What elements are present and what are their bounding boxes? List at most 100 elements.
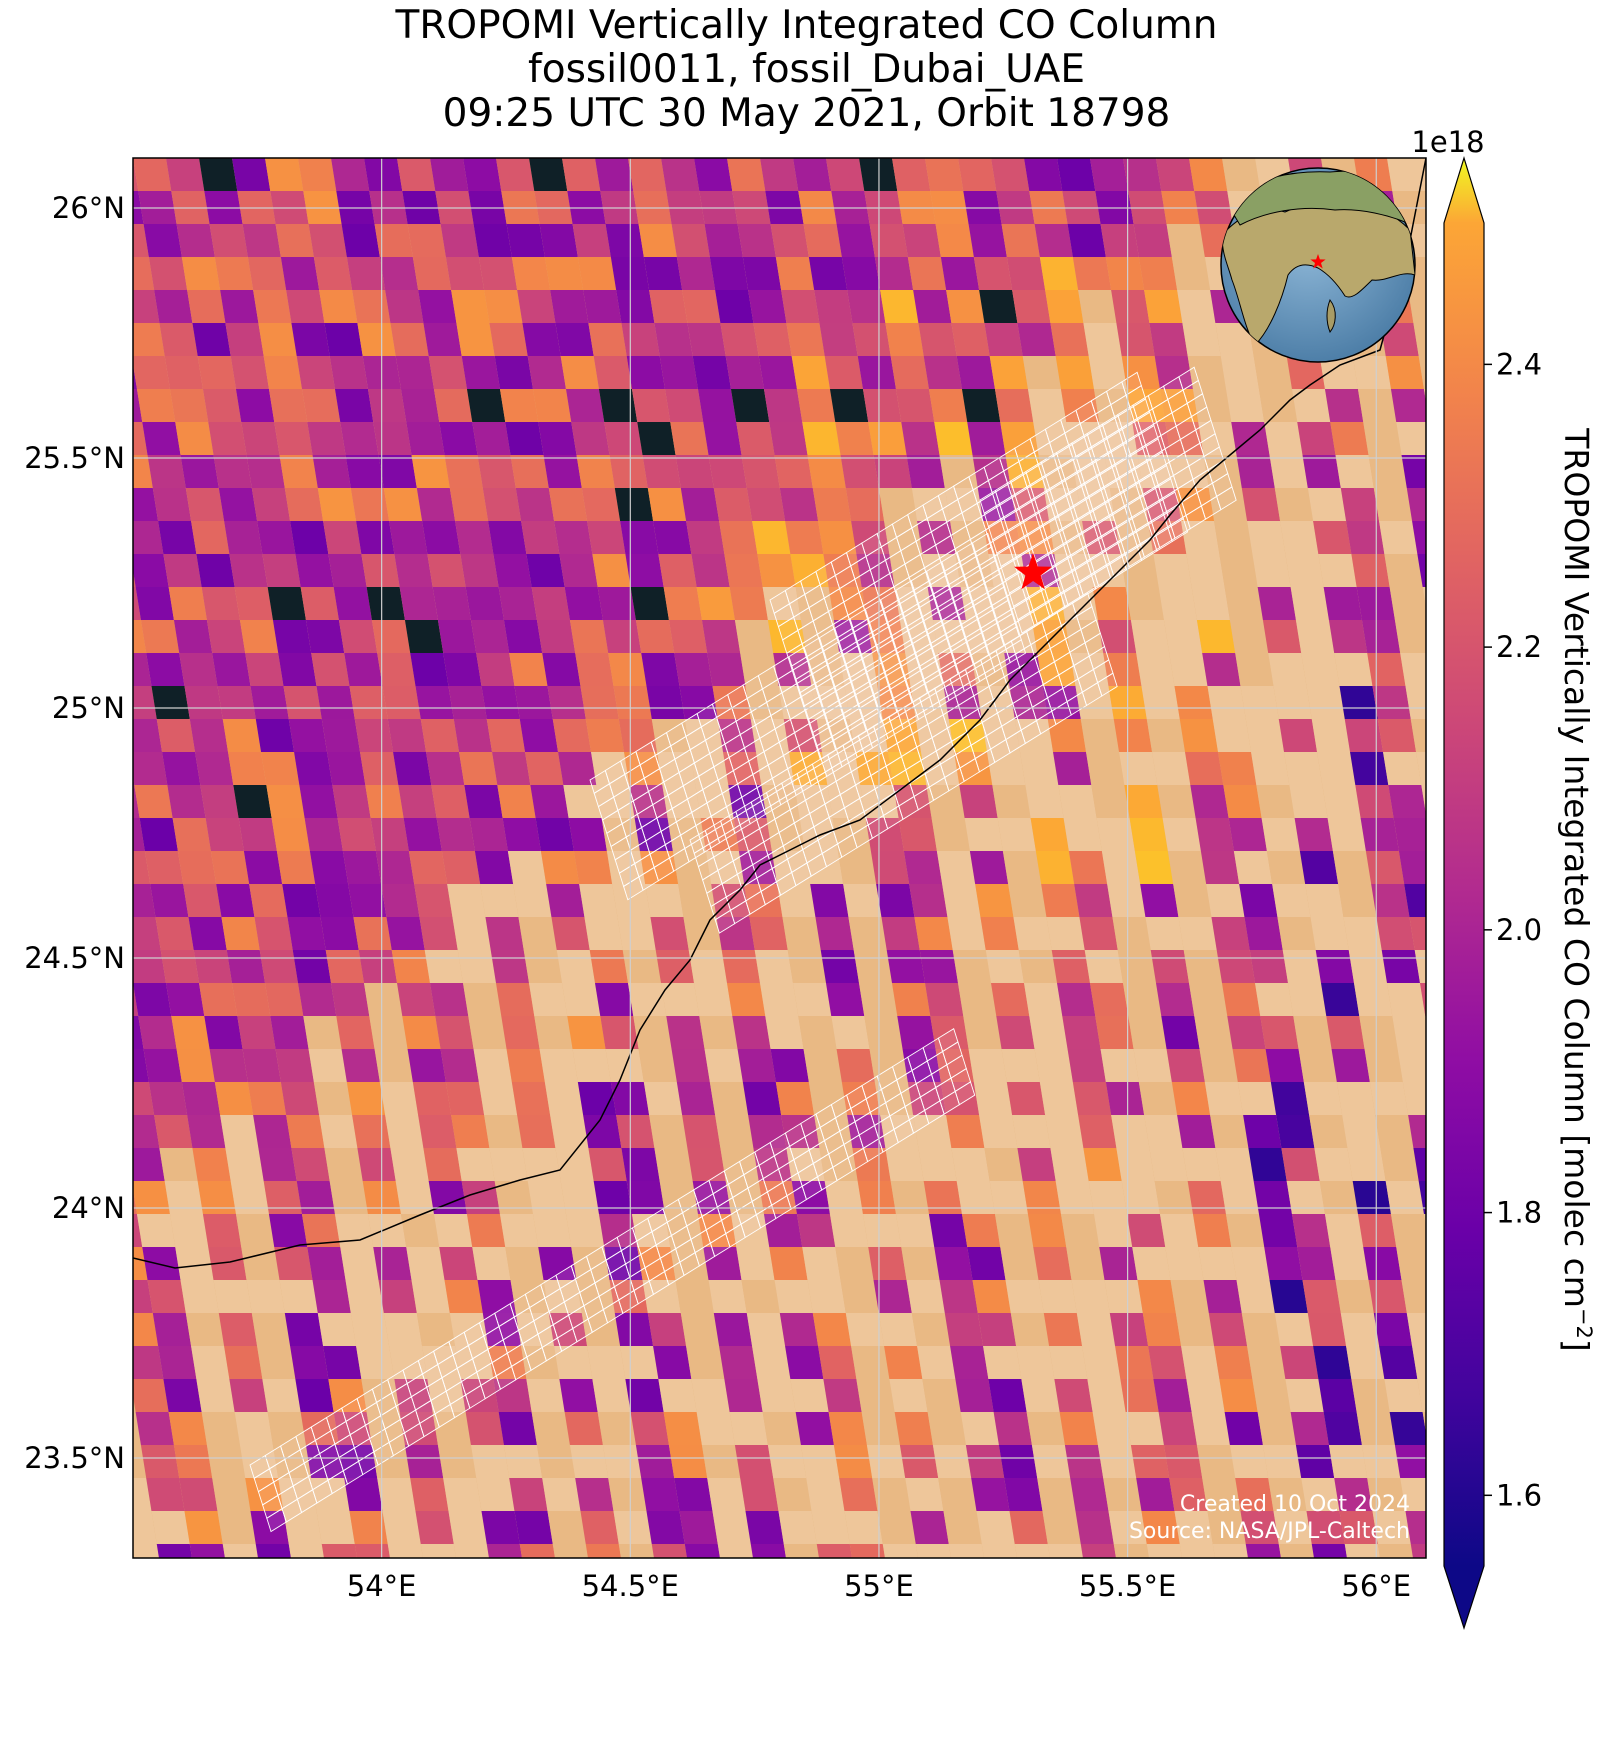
co-pixel: [595, 983, 634, 1016]
co-pixel: [359, 125, 397, 158]
co-pixel: [1381, 950, 1420, 983]
co-pixel: [874, 257, 914, 290]
co-pixel: [519, 1544, 555, 1558]
co-pixel: [1063, 818, 1102, 851]
co-pixel: [639, 851, 679, 884]
co-pixel: [498, 1412, 537, 1445]
co-pixel: [1000, 1247, 1039, 1280]
co-pixel: [1173, 884, 1212, 917]
co-pixel: [1252, 1379, 1291, 1412]
co-pixel: [1174, 1511, 1213, 1544]
co-pixel: [1190, 785, 1229, 818]
co-pixel: [1136, 653, 1175, 686]
co-pixel: [815, 92, 853, 125]
co-pixel: [430, 158, 469, 191]
co-pixel: [300, 587, 339, 620]
co-pixel: [885, 323, 924, 356]
co-pixel: [773, 1478, 812, 1511]
co-pixel: [292, 950, 331, 983]
co-pixel: [998, 1643, 1036, 1676]
co-pixel: [1090, 983, 1129, 1016]
co-pixel: [463, 983, 502, 1016]
co-pixel: [914, 917, 953, 950]
co-pixel: [494, 1181, 533, 1214]
co-pixel: [1060, 1214, 1100, 1247]
co-pixel: [346, 1082, 386, 1115]
co-pixel: [395, 356, 434, 389]
co-pixel: [290, 1346, 329, 1379]
co-pixel: [496, 983, 535, 1016]
co-pixel: [559, 1379, 598, 1412]
co-pixel: [1220, 356, 1259, 389]
co-pixel: [1367, 653, 1406, 686]
co-pixel: [469, 818, 508, 851]
co-pixel: [1128, 1016, 1167, 1049]
co-pixel: [889, 554, 928, 587]
co-pixel: [593, 1181, 632, 1214]
co-pixel: [675, 455, 714, 488]
co-pixel: [873, 1280, 912, 1313]
co-pixel: [1039, 1082, 1079, 1115]
co-pixel: [348, 884, 387, 917]
co-pixel: [1376, 92, 1414, 125]
co-pixel: [245, 1478, 284, 1511]
co-pixel: [320, 917, 359, 950]
co-pixel: [1072, 257, 1112, 290]
co-pixel: [168, 1412, 207, 1445]
co-pixel: [1071, 455, 1110, 488]
co-pixel: [1078, 290, 1117, 323]
co-pixel: [1389, 1412, 1426, 1445]
co-pixel: [696, 587, 735, 620]
co-pixel: [923, 356, 962, 389]
co-pixel: [499, 1214, 539, 1247]
co-pixel: [441, 851, 481, 884]
co-pixel: [943, 1511, 982, 1544]
target-site-marker[interactable]: [1014, 553, 1053, 590]
map-frame: [132, 157, 1427, 1559]
co-pixel: [133, 653, 152, 686]
co-pixel: [142, 422, 181, 455]
co-pixel: [217, 686, 256, 719]
co-pixel: [530, 785, 569, 818]
co-pixel: [524, 125, 562, 158]
red-star-icon[interactable]: [1014, 553, 1053, 590]
co-pixel: [519, 719, 559, 752]
co-pixel: [406, 1247, 445, 1280]
co-pixel: [635, 620, 675, 653]
co-pixel: [1355, 785, 1394, 818]
co-pixel: [220, 290, 259, 323]
co-pixel: [1210, 1115, 1249, 1148]
co-pixel: [1031, 620, 1071, 653]
co-pixel: [1124, 1610, 1162, 1643]
co-pixel: [694, 158, 733, 191]
co-pixel: [877, 1511, 916, 1544]
co-pixel: [542, 653, 581, 686]
lon-tick-label: 54.5°E: [582, 1569, 679, 1603]
co-pixel: [758, 1181, 797, 1214]
co-pixel: [133, 1016, 144, 1049]
co-pixel: [1361, 1643, 1399, 1676]
title-line-2: fossil0011, fossil_Dubai_UAE: [528, 47, 1085, 92]
co-pixel: [1408, 1115, 1426, 1148]
co-pixel: [869, 224, 908, 257]
co-pixel: [954, 752, 993, 785]
co-pixel: [196, 554, 235, 587]
co-pixel: [324, 1148, 363, 1181]
co-pixel: [804, 851, 844, 884]
co-pixel: [1064, 1445, 1104, 1478]
co-pixel: [286, 1115, 325, 1148]
co-pixel: [133, 1181, 170, 1214]
co-pixel: [1219, 554, 1258, 587]
co-pixel: [1299, 851, 1339, 884]
co-pixel: [1052, 125, 1090, 158]
co-pixel: [1066, 1247, 1105, 1280]
co-pixel: [895, 389, 935, 422]
co-pixel: [1101, 851, 1141, 884]
co-pixel: [583, 1115, 622, 1148]
co-pixel: [390, 323, 429, 356]
co-pixel: [474, 851, 514, 884]
co-pixel: [829, 1214, 869, 1247]
co-pixel: [756, 1577, 794, 1610]
co-pixel: [1118, 125, 1156, 158]
co-pixel: [878, 488, 918, 521]
